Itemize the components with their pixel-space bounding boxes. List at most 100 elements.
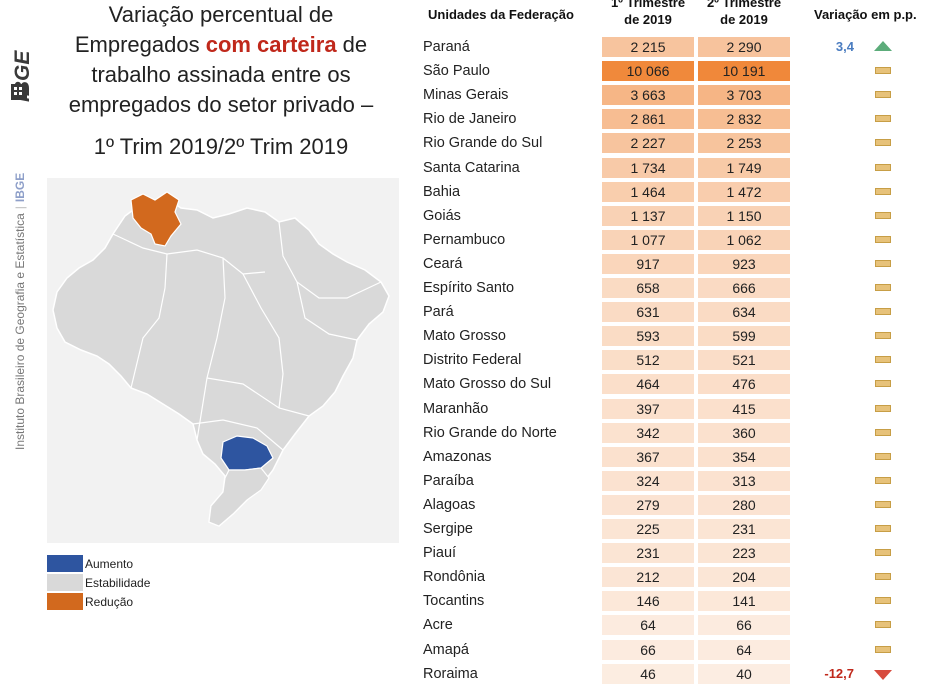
table-row: Paraná 2 215 2 290 3,4 <box>418 35 927 59</box>
header-t2-line2: de 2019 <box>720 12 768 27</box>
value-t1: 658 <box>602 278 694 298</box>
value-t1: 593 <box>602 326 694 347</box>
table-row: Amapá 66 64 <box>418 638 927 662</box>
brazil-map-panel <box>47 178 399 543</box>
uf-name: Alagoas <box>423 496 476 513</box>
value-t2: 2 290 <box>698 37 790 57</box>
variation-value <box>798 131 854 155</box>
title-line-4: empregados do setor privado – <box>68 92 374 117</box>
dash-icon <box>873 348 893 372</box>
triangle-up-icon <box>873 35 893 59</box>
header-t2: 2º Trimestre de 2019 <box>698 0 790 28</box>
value-t2: 2 253 <box>698 133 790 154</box>
table-row: Sergipe 225 231 <box>418 517 927 541</box>
value-t1: 464 <box>602 374 694 395</box>
value-t2: 923 <box>698 253 790 274</box>
value-t2: 66 <box>698 615 790 636</box>
value-t1: 917 <box>602 253 694 274</box>
uf-name: Rio Grande do Sul <box>423 135 543 152</box>
table-row: Rondônia 212 204 <box>418 565 927 589</box>
ibge-logo: IBGE <box>11 50 34 102</box>
title-line-2-pre: Empregados <box>74 32 206 57</box>
dash-icon <box>873 517 893 541</box>
dash-icon <box>873 252 893 276</box>
legend-label: Estabilidade <box>85 575 151 590</box>
variation-value <box>798 156 854 180</box>
uf-name: Distrito Federal <box>423 352 522 369</box>
value-t2: 1 062 <box>698 229 790 250</box>
variation-value <box>798 421 854 445</box>
dash-icon <box>873 228 893 252</box>
value-t1: 3 663 <box>602 85 694 106</box>
table-row: Paraíba 324 313 <box>418 469 927 493</box>
map-state-roraima <box>130 191 182 247</box>
table-row: Alagoas 279 280 <box>418 493 927 517</box>
value-t1: 212 <box>602 567 694 588</box>
variation-value <box>798 252 854 276</box>
uf-name: Mato Grosso <box>423 328 506 345</box>
value-t1: 2 215 <box>602 37 694 57</box>
variation-value <box>798 180 854 204</box>
variation-value <box>798 397 854 421</box>
value-t2: 10 191 <box>698 61 790 82</box>
uf-name: Minas Gerais <box>423 87 509 104</box>
map-south-region <box>208 467 270 527</box>
dash-icon <box>873 445 893 469</box>
value-t2: 40 <box>698 663 790 684</box>
uf-name: Santa Catarina <box>423 159 520 176</box>
value-t2: 476 <box>698 374 790 395</box>
legend-item-aumento: Aumento <box>47 554 150 573</box>
variation-value <box>798 83 854 107</box>
uf-name: Piauí <box>423 545 457 562</box>
state-borders <box>112 221 382 451</box>
value-t1: 2 861 <box>602 109 694 130</box>
uf-name: Pernambuco <box>423 231 506 248</box>
title-line-2-post: de <box>336 32 368 57</box>
uf-name: Mato Grosso do Sul <box>423 376 552 393</box>
table-row: Mato Grosso 593 599 <box>418 324 927 348</box>
page-title: Variação percentual de Empregados com ca… <box>48 0 394 120</box>
legend-swatch <box>47 555 83 572</box>
map-state-parana <box>220 435 274 471</box>
value-t2: 1 472 <box>698 181 790 202</box>
uf-name: Roraima <box>423 665 478 682</box>
table-row: Piauí 231 223 <box>418 541 927 565</box>
table-row: Distrito Federal 512 521 <box>418 348 927 372</box>
variation-value <box>798 445 854 469</box>
value-t2: 280 <box>698 494 790 515</box>
value-t1: 367 <box>602 446 694 467</box>
uf-name: Rondônia <box>423 569 486 586</box>
sidebar: IBGE Instituto Brasileiro de Geografia e… <box>0 0 44 685</box>
uf-name: Maranhão <box>423 400 489 417</box>
variation-value <box>798 638 854 662</box>
uf-name: Amapá <box>423 641 469 658</box>
table-row: Santa Catarina 1 734 1 749 <box>418 156 927 180</box>
dash-icon <box>873 131 893 155</box>
dash-icon <box>873 300 893 324</box>
value-t2: 634 <box>698 302 790 323</box>
dash-icon <box>873 397 893 421</box>
table-row: Rio Grande do Sul 2 227 2 253 <box>418 131 927 155</box>
header-t1: 1º Trimestre de 2019 <box>602 0 694 28</box>
legend-item-estabilidade: Estabilidade <box>47 573 150 592</box>
table-row: Ceará 917 923 <box>418 252 927 276</box>
header-uf: Unidades da Federação <box>428 7 574 22</box>
table-row: Bahia 1 464 1 472 <box>418 180 927 204</box>
value-t2: 313 <box>698 470 790 491</box>
table-row: Acre 64 66 <box>418 613 927 637</box>
variation-value <box>798 348 854 372</box>
triangle-down-icon <box>873 662 893 686</box>
table-row: Goiás 1 137 1 150 <box>418 204 927 228</box>
uf-name: Paraná <box>423 39 470 55</box>
uf-name: Acre <box>423 617 453 634</box>
page-subtitle: 1º Trim 2019/2º Trim 2019 <box>93 134 349 159</box>
value-t2: 415 <box>698 398 790 419</box>
table-row: Rio Grande do Norte 342 360 <box>418 421 927 445</box>
table-row: Tocantins 146 141 <box>418 589 927 613</box>
variation-value <box>798 300 854 324</box>
value-t2: 354 <box>698 446 790 467</box>
uf-name: Amazonas <box>423 448 492 465</box>
variation-value <box>798 541 854 565</box>
value-t1: 631 <box>602 302 694 323</box>
dash-icon <box>873 638 893 662</box>
